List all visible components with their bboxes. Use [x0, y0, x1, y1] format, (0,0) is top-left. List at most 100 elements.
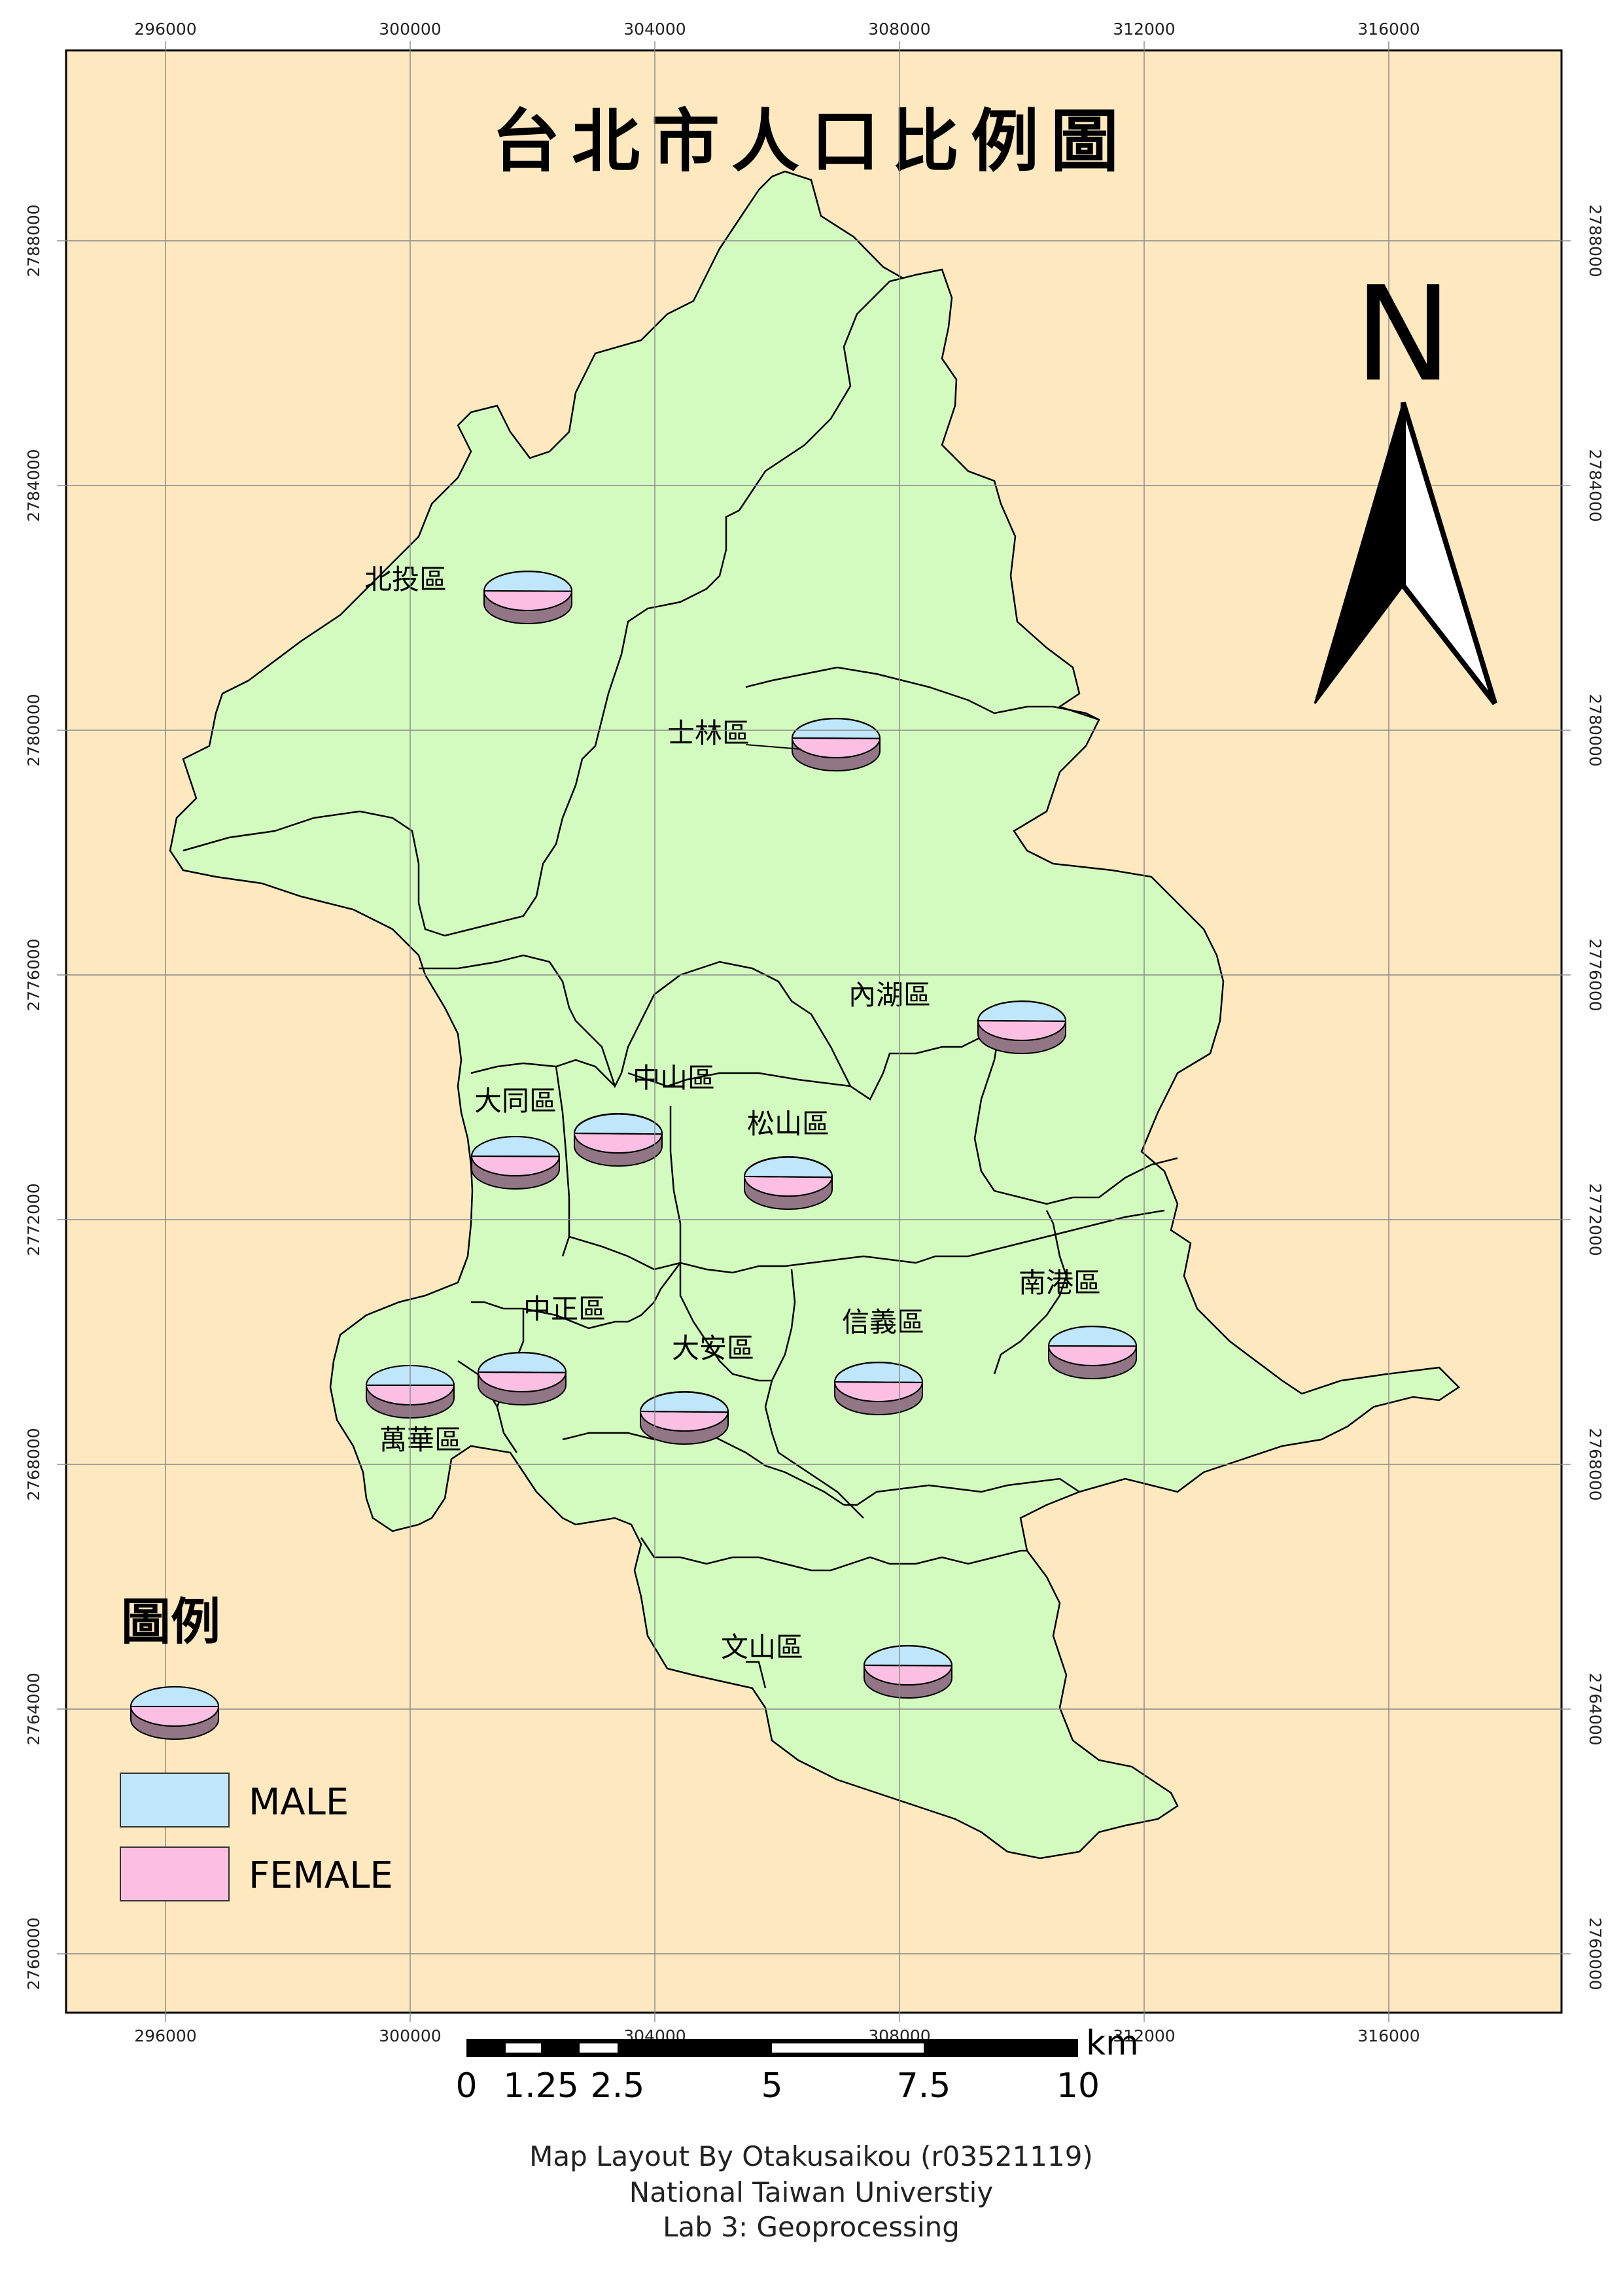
pie-male-slice: [470, 1136, 561, 1157]
pie-5: [573, 1113, 663, 1167]
pie-8: [639, 1391, 729, 1445]
pie-divider: [834, 1381, 923, 1383]
grid-label-y: 2772000: [1586, 1183, 1605, 1256]
pie-10: [1047, 1326, 1138, 1379]
credits: Map Layout By Otakusaikou (r03521119) Na…: [529, 2140, 1093, 2243]
legend-swatch-male: [120, 1773, 230, 1828]
grid-label-y: 2760000: [24, 1917, 43, 1990]
grid-label-x: 300000: [379, 20, 441, 39]
pie-12: [863, 1645, 953, 1699]
district-label: 大安區: [672, 1332, 754, 1364]
pie-male-slice: [791, 718, 881, 739]
grid-label-y: 2776000: [1586, 938, 1605, 1011]
scale-bar-segment: [580, 2043, 618, 2053]
pie-divider: [478, 1371, 567, 1373]
grid-label-y: 2776000: [24, 938, 43, 1011]
pie-4: [470, 1136, 561, 1190]
leader-line: [745, 744, 802, 750]
legend: 圖例 MALE FEMALE: [120, 1593, 393, 1901]
grid-label-x: 308000: [868, 20, 930, 39]
grid-label-y: 2780000: [24, 694, 43, 766]
pie-male-slice: [863, 1645, 953, 1667]
legend-title: 圖例: [121, 1593, 220, 1651]
scale-label-5: 10: [1056, 2066, 1100, 2106]
grid-label-x: 300000: [379, 2026, 441, 2045]
district-label: 中山區: [633, 1062, 715, 1094]
scale-unit: km: [1086, 2024, 1139, 2063]
legend-label-female: FEMALE: [249, 1854, 393, 1897]
pie-male-slice: [639, 1391, 729, 1413]
pie-divider: [483, 590, 572, 592]
grid-label-y: 2764000: [24, 1672, 43, 1745]
credit-lab: Lab 3: Geoprocessing: [663, 2211, 960, 2243]
legend-label-male: MALE: [249, 1781, 349, 1824]
pie-divider: [792, 737, 881, 739]
scale-label-4: 7.5: [897, 2066, 951, 2106]
scale-label-1: 1.25: [503, 2066, 579, 2106]
map-title: 台北市人口比例圖: [492, 101, 1130, 181]
credit-institution: National Taiwan Universtiy: [629, 2176, 993, 2208]
grid-label-y: 2784000: [1586, 449, 1605, 521]
credit-author: Map Layout By Otakusaikou (r03521119): [529, 2140, 1093, 2172]
district-boundaries: [183, 277, 1178, 1689]
grid-label-x: 312000: [1113, 20, 1175, 39]
pie-divider: [744, 1176, 833, 1178]
district-label: 松山區: [747, 1108, 829, 1140]
district-label: 士林區: [667, 717, 750, 749]
pie-male-slice: [483, 571, 573, 592]
scale-label-0: 0: [455, 2066, 477, 2106]
pie-male-slice: [1047, 1326, 1138, 1347]
graticule: [57, 41, 1571, 2022]
grid-label-y: 2788000: [1586, 204, 1605, 277]
pie-divider: [640, 1411, 729, 1413]
district-label: 信義區: [842, 1306, 924, 1338]
grid-label-y: 2768000: [1586, 1428, 1605, 1500]
scale-bar-segment: [772, 2043, 924, 2053]
grid-label-y: 2764000: [1586, 1672, 1605, 1745]
grid-label-x: 312000: [1113, 2026, 1175, 2045]
pie-1: [483, 571, 573, 624]
pie-2: [791, 718, 881, 771]
scale-bar-segment: [506, 2043, 541, 2053]
scale-label-2: 2.5: [591, 2066, 645, 2106]
pie-6: [743, 1156, 833, 1210]
grid-label-y: 2780000: [1586, 694, 1605, 766]
district-label: 南港區: [1019, 1267, 1101, 1299]
grid-label-x: 296000: [134, 2026, 196, 2045]
pie-male-slice: [833, 1362, 924, 1383]
grid-label-x: 316000: [1357, 20, 1420, 39]
grid-label-x: 296000: [134, 20, 196, 39]
grid-label-y: 2784000: [24, 449, 43, 521]
pie-male-slice: [743, 1156, 833, 1178]
pie-7: [477, 1352, 567, 1405]
pie-male-slice: [130, 1686, 220, 1707]
north-arrow: N: [1314, 258, 1497, 705]
pie-male-slice: [977, 1000, 1067, 1022]
district-label: 大同區: [474, 1085, 557, 1117]
district-label: 內湖區: [848, 979, 931, 1011]
district-label: 萬華區: [379, 1424, 462, 1456]
grid-label-y: 2772000: [24, 1183, 43, 1256]
district-label: 中正區: [523, 1293, 606, 1325]
grid-label-x: 304000: [623, 20, 686, 39]
pie-divider: [864, 1665, 952, 1667]
grid-label-y: 2760000: [1586, 1917, 1605, 1990]
pie-male-slice: [573, 1113, 663, 1135]
scale-label-3: 5: [761, 2066, 782, 2106]
legend-swatch-female: [120, 1846, 230, 1901]
pie-9: [833, 1362, 924, 1415]
pie-3: [977, 1000, 1067, 1054]
scale-bar: km 0 1.25 2.5 5 7.5 10: [455, 2024, 1138, 2106]
pie-male-slice: [477, 1352, 567, 1373]
north-label: N: [1354, 258, 1452, 411]
district-label: 文山區: [721, 1631, 803, 1663]
grid-label-x: 316000: [1357, 2026, 1420, 2045]
legend-pie-symbol: [130, 1686, 220, 1740]
north-arrow-right-half: [1401, 401, 1497, 705]
legend-pie: [130, 1686, 220, 1740]
pie-divider: [574, 1133, 663, 1135]
grid-label-y: 2788000: [24, 204, 43, 277]
district-label: 北投區: [364, 563, 447, 595]
grid-label-y: 2768000: [24, 1428, 43, 1500]
